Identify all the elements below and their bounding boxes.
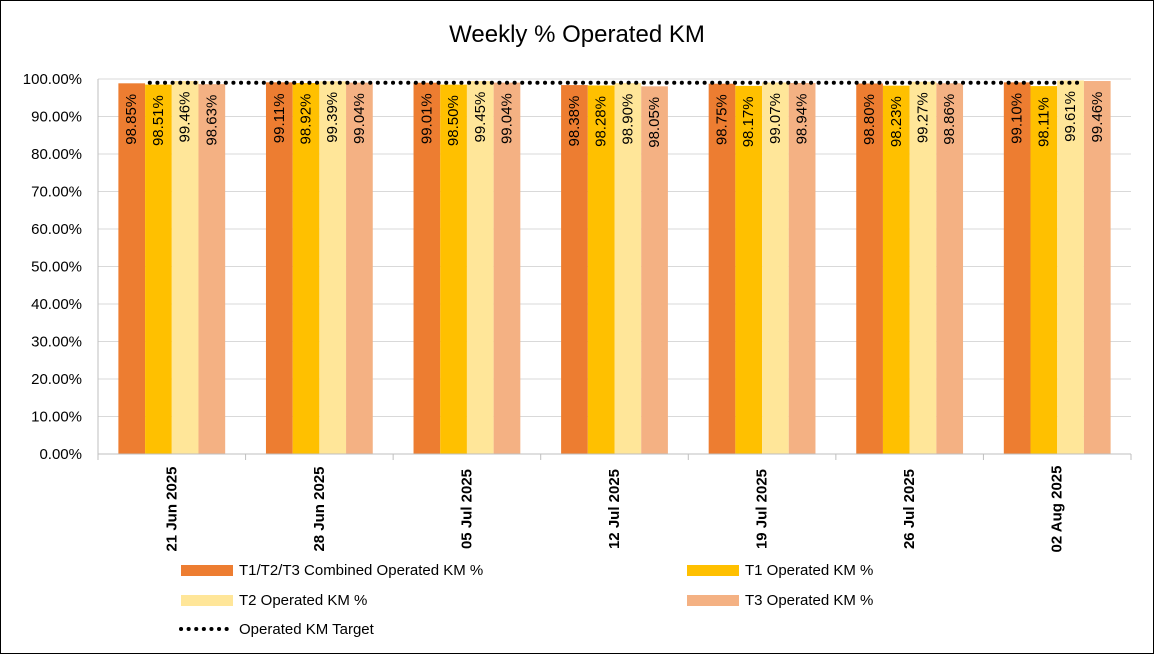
- data-label: 98.90%: [619, 94, 636, 145]
- y-tick-label: 60.00%: [31, 221, 82, 238]
- data-label: 99.04%: [351, 93, 368, 144]
- x-tick-label: 19 Jul 2025: [754, 469, 771, 549]
- data-label: 98.75%: [714, 94, 731, 145]
- bar: [735, 85, 763, 455]
- y-tick-label: 40.00%: [31, 296, 82, 313]
- data-label: 99.01%: [418, 93, 435, 144]
- y-tick-label: 20.00%: [31, 371, 82, 388]
- legend-item-target: Operated KM Target: [179, 618, 374, 640]
- bar: [614, 83, 642, 454]
- data-label: 99.45%: [472, 92, 489, 143]
- bar: [493, 82, 521, 454]
- bar: [319, 81, 347, 454]
- data-label: 98.85%: [123, 94, 140, 145]
- y-tick-label: 30.00%: [31, 334, 82, 351]
- y-tick-label: 90.00%: [31, 109, 82, 126]
- legend-label-t1: T1 Operated KM %: [745, 561, 874, 579]
- bar: [1057, 80, 1084, 455]
- y-tick-label: 70.00%: [31, 184, 82, 201]
- bar: [1030, 86, 1058, 455]
- legend-swatch-t1: [687, 564, 739, 576]
- chart-title: Weekly % Operated KM: [449, 21, 705, 48]
- bar: [641, 86, 668, 454]
- bar: [762, 82, 789, 455]
- bar: [145, 84, 172, 455]
- data-label: 99.07%: [767, 93, 784, 144]
- bar: [788, 82, 816, 454]
- bar: [936, 83, 964, 455]
- legend-item-t3: T3 Operated KM %: [687, 589, 873, 611]
- data-label: 99.61%: [1062, 91, 1079, 142]
- data-label: 98.80%: [861, 94, 878, 145]
- legend-label-t3: T3 Operated KM %: [745, 591, 874, 609]
- data-label: 98.28%: [593, 96, 610, 147]
- bar: [1083, 81, 1111, 455]
- legend-swatch-combined: [181, 564, 233, 576]
- data-label: 99.27%: [914, 92, 931, 143]
- data-label: 99.39%: [324, 92, 341, 143]
- bar: [856, 83, 883, 454]
- data-label: 98.86%: [941, 94, 958, 145]
- bar: [882, 85, 910, 454]
- y-tick-label: 50.00%: [31, 259, 82, 276]
- bar: [292, 83, 320, 455]
- legend-dotted-line: [179, 627, 233, 631]
- data-label: 98.05%: [646, 97, 663, 148]
- y-tick-label: 10.00%: [31, 409, 82, 426]
- y-tick-label: 100.00%: [23, 71, 82, 88]
- data-label: 98.23%: [888, 96, 905, 147]
- y-tick-label: 80.00%: [31, 146, 82, 163]
- data-label: 98.17%: [740, 96, 757, 147]
- data-label: 98.92%: [298, 94, 315, 145]
- bar: [171, 81, 199, 455]
- x-tick-label: 02 Aug 2025: [1049, 466, 1066, 553]
- legend-item-t2: T2 Operated KM %: [181, 589, 367, 611]
- bar: [466, 81, 494, 454]
- bar: [1003, 82, 1031, 454]
- x-tick-label: 26 Jul 2025: [901, 469, 918, 549]
- y-tick-label: 0.00%: [39, 446, 82, 463]
- bar: [587, 85, 615, 454]
- bar: [440, 84, 467, 454]
- data-label: 99.46%: [177, 92, 194, 143]
- bar: [198, 84, 226, 454]
- legend-label-combined: T1/T2/T3 Combined Operated KM %: [239, 561, 484, 579]
- legend-item-combined: T1/T2/T3 Combined Operated KM %: [181, 559, 483, 581]
- bar: [118, 83, 146, 454]
- data-label: 98.50%: [445, 95, 462, 146]
- data-label: 98.38%: [566, 96, 583, 147]
- legend-swatch-t2: [181, 594, 233, 606]
- data-label: 98.11%: [1035, 97, 1052, 147]
- bar: [265, 82, 293, 455]
- bar: [413, 82, 441, 455]
- data-label: 98.94%: [794, 94, 811, 145]
- data-label: 99.46%: [1089, 92, 1106, 143]
- x-tick-label: 12 Jul 2025: [606, 469, 623, 549]
- legend-swatch-t3: [687, 594, 739, 606]
- data-label: 99.04%: [498, 93, 515, 144]
- x-tick-label: 21 Jun 2025: [163, 466, 180, 551]
- bar: [561, 85, 588, 454]
- legend-label-target: Operated KM Target: [239, 620, 374, 638]
- data-label: 98.51%: [150, 95, 167, 146]
- data-label: 99.10%: [1009, 93, 1026, 144]
- bar: [708, 83, 736, 454]
- data-label: 98.63%: [203, 95, 220, 146]
- x-tick-label: 28 Jun 2025: [311, 466, 328, 551]
- bar: [909, 81, 937, 455]
- x-tick-label: 05 Jul 2025: [458, 469, 475, 549]
- legend-label-t2: T2 Operated KM %: [239, 591, 368, 609]
- bar: [346, 82, 373, 454]
- legend-item-t1: T1 Operated KM %: [687, 559, 873, 581]
- data-label: 99.11%: [271, 93, 288, 143]
